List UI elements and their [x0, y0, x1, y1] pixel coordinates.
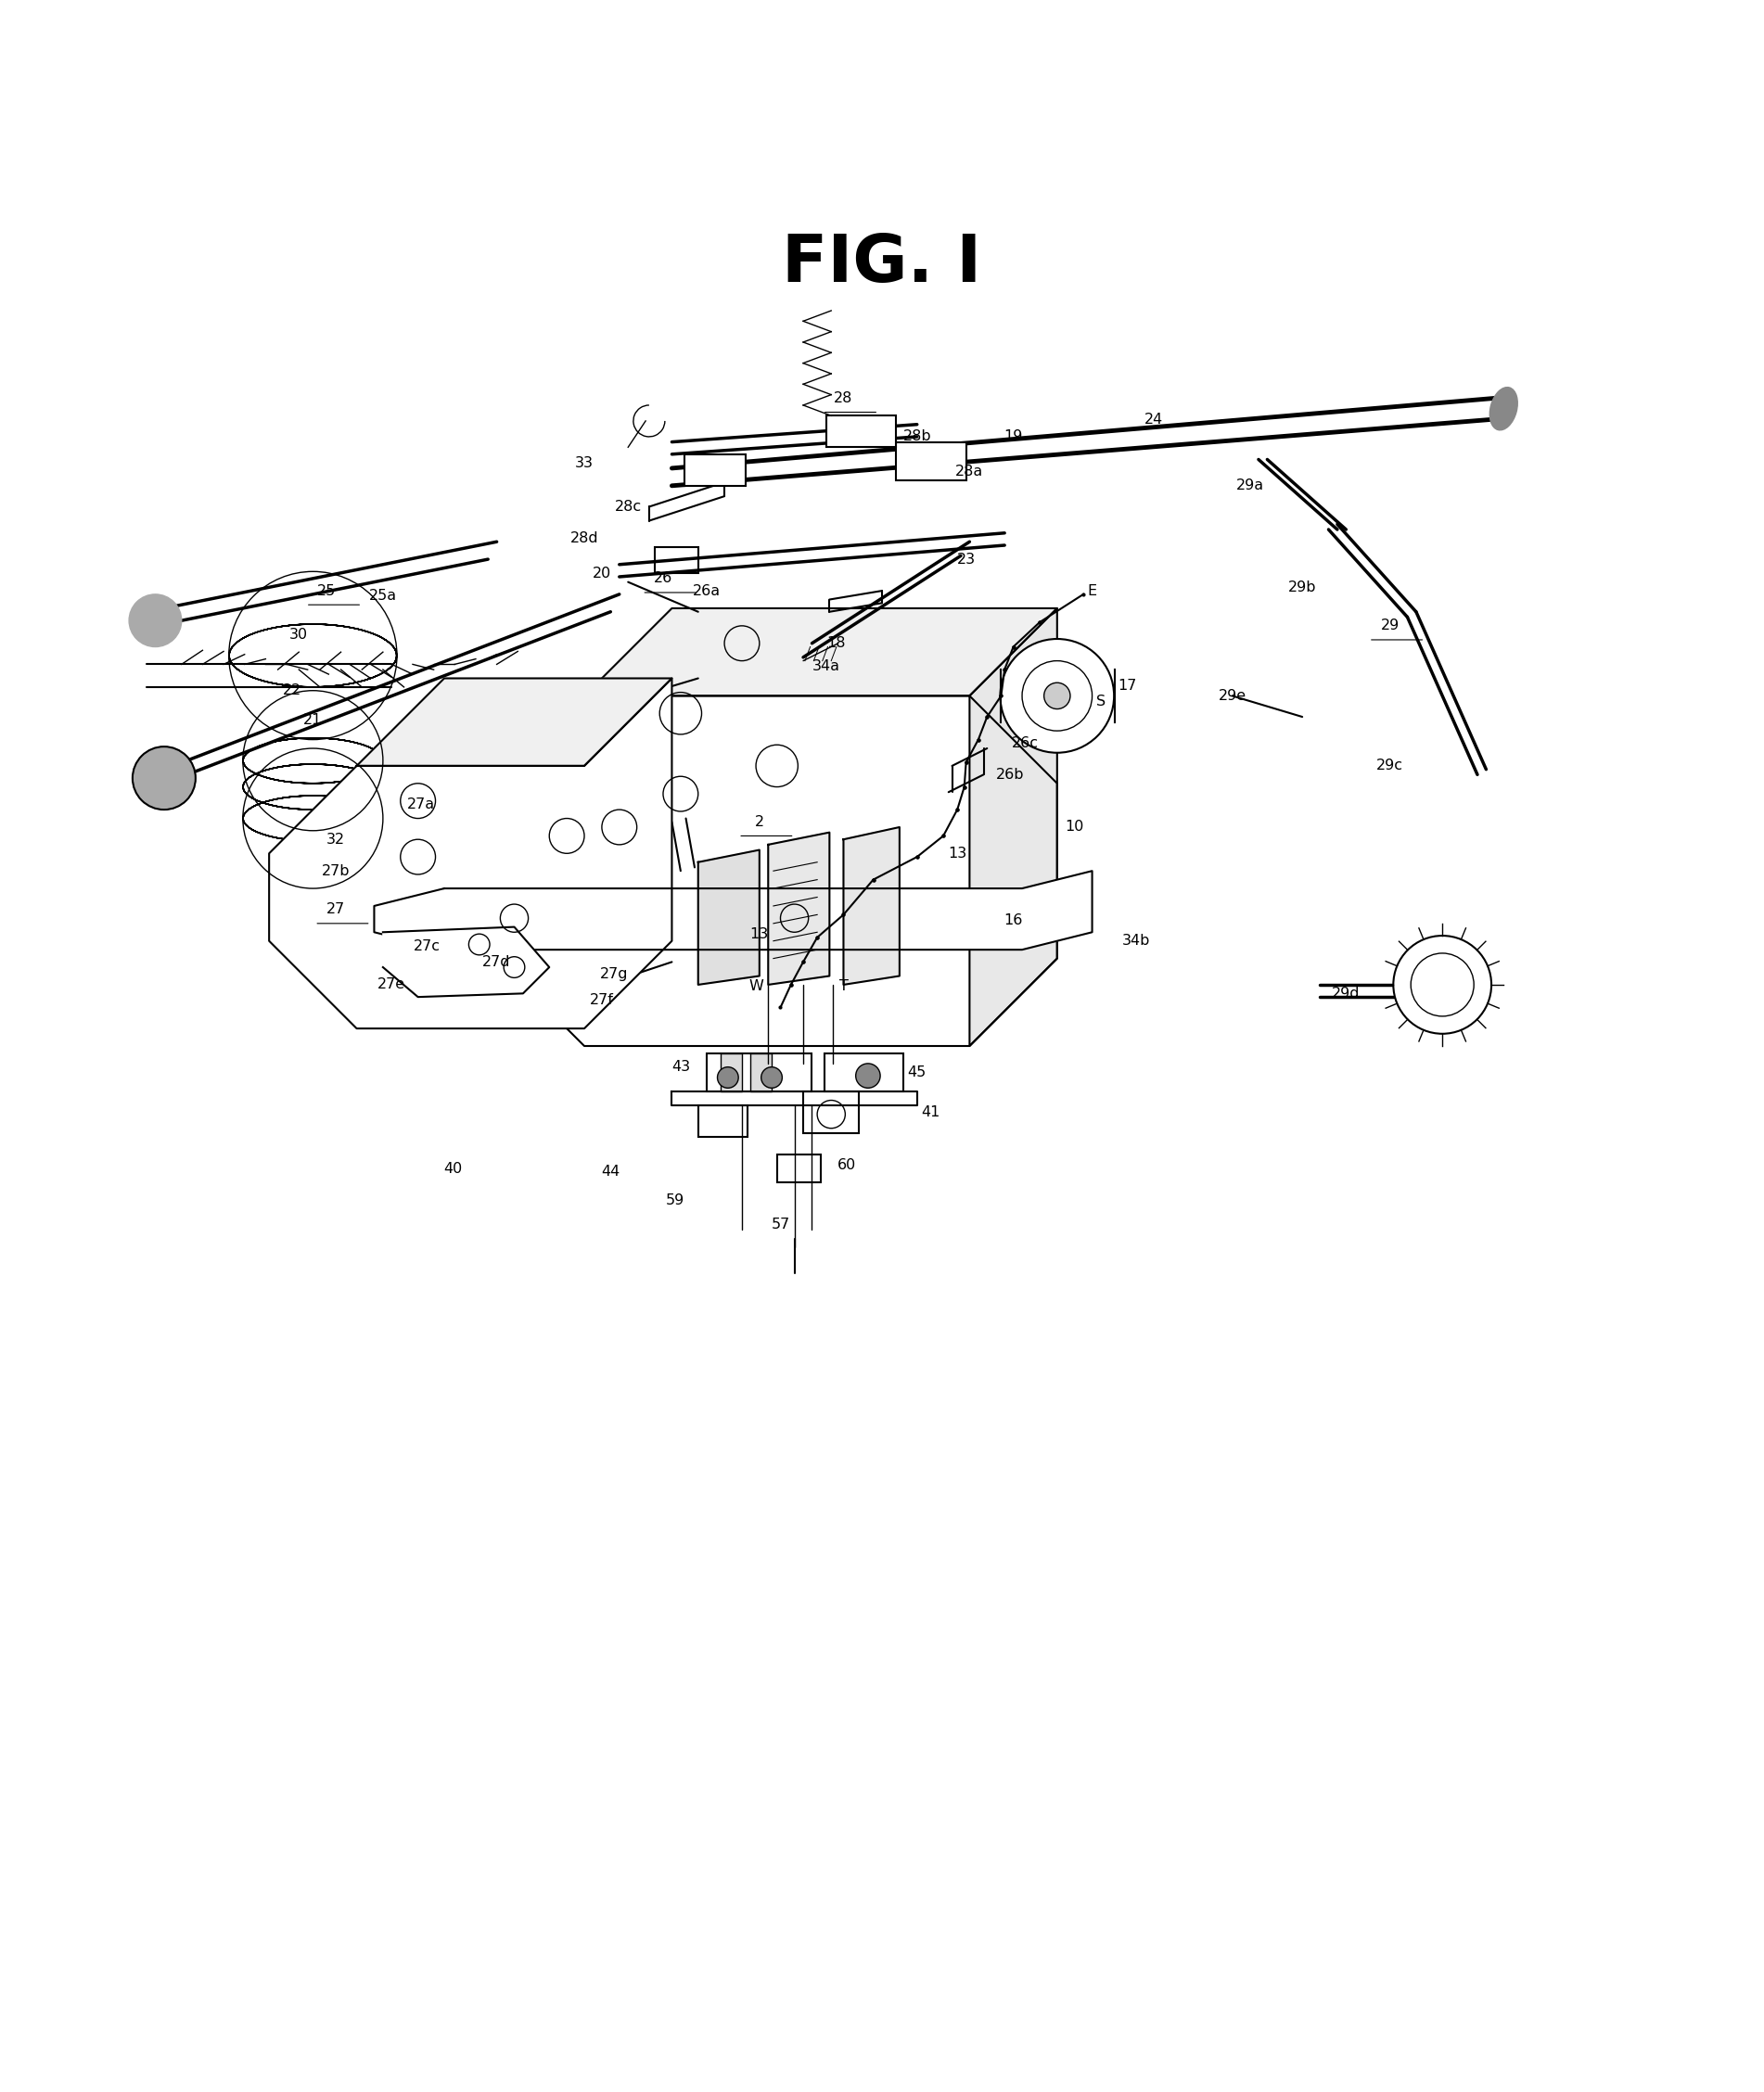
Polygon shape [584, 609, 1057, 697]
Ellipse shape [1491, 387, 1517, 431]
Text: 29b: 29b [1288, 579, 1316, 594]
Bar [699, 1105, 748, 1138]
Text: 13: 13 [947, 847, 967, 860]
Polygon shape [374, 870, 1092, 950]
Text: 10: 10 [1065, 820, 1085, 835]
Text: 25: 25 [318, 584, 337, 598]
Circle shape [1411, 954, 1475, 1017]
Text: 28: 28 [834, 391, 854, 406]
Circle shape [718, 1067, 739, 1088]
Text: 22: 22 [282, 684, 302, 697]
Polygon shape [497, 697, 1057, 1046]
Polygon shape [356, 678, 672, 766]
Text: 41: 41 [921, 1105, 940, 1119]
Text: 59: 59 [667, 1192, 684, 1207]
Bar [654, 546, 699, 573]
Text: 23: 23 [956, 552, 975, 567]
Text: 29c: 29c [1376, 759, 1404, 772]
Bar [776, 1155, 820, 1182]
Ellipse shape [1044, 682, 1071, 709]
Text: 40: 40 [443, 1161, 462, 1176]
Bar [721, 1052, 743, 1092]
Text: 28a: 28a [956, 464, 984, 479]
Text: 18: 18 [827, 636, 847, 651]
Polygon shape [767, 833, 829, 985]
Text: 27f: 27f [589, 994, 614, 1008]
Text: 24: 24 [1145, 412, 1162, 427]
Polygon shape [970, 609, 1057, 1046]
Text: 27c: 27c [413, 939, 441, 954]
Circle shape [129, 594, 182, 646]
Bar [707, 1052, 811, 1092]
Text: 16: 16 [1004, 912, 1023, 927]
Polygon shape [843, 826, 900, 985]
Text: W: W [748, 979, 764, 994]
Ellipse shape [1021, 661, 1092, 730]
Text: 26b: 26b [995, 768, 1023, 782]
Text: 27b: 27b [321, 864, 349, 879]
Bar [751, 1052, 771, 1092]
Text: 60: 60 [838, 1159, 856, 1172]
Circle shape [132, 747, 196, 810]
FancyBboxPatch shape [896, 441, 967, 481]
Text: 20: 20 [593, 567, 610, 579]
Text: 45: 45 [908, 1065, 926, 1079]
Text: FIG. I: FIG. I [781, 232, 983, 295]
Text: S: S [1095, 695, 1106, 707]
Text: 27d: 27d [483, 956, 512, 969]
Text: E: E [1087, 584, 1097, 598]
Text: 43: 43 [672, 1061, 690, 1073]
Bar [824, 1052, 903, 1092]
Text: 28b: 28b [903, 429, 931, 444]
Text: 26: 26 [654, 571, 672, 586]
Circle shape [1394, 935, 1491, 1033]
Text: 13: 13 [750, 927, 769, 941]
FancyBboxPatch shape [826, 416, 896, 448]
Text: 29d: 29d [1332, 987, 1360, 1000]
Text: 26c: 26c [1013, 736, 1039, 751]
Polygon shape [383, 927, 549, 998]
Text: 29a: 29a [1237, 479, 1263, 494]
Polygon shape [699, 849, 760, 985]
Text: 27e: 27e [377, 977, 406, 992]
Text: 34b: 34b [1122, 933, 1150, 948]
Text: 19: 19 [1004, 429, 1023, 444]
Bar [803, 1092, 859, 1134]
Text: 29: 29 [1381, 619, 1399, 632]
Text: 28c: 28c [614, 500, 642, 515]
Text: 2: 2 [755, 816, 764, 828]
Text: 27a: 27a [407, 797, 436, 812]
Text: T: T [840, 979, 848, 994]
Text: 30: 30 [289, 628, 309, 642]
Circle shape [762, 1067, 781, 1088]
Circle shape [856, 1063, 880, 1088]
Text: 34a: 34a [811, 659, 840, 674]
Text: 57: 57 [771, 1218, 790, 1232]
Text: 27g: 27g [600, 967, 628, 981]
Ellipse shape [1000, 638, 1115, 753]
Text: 44: 44 [602, 1165, 619, 1180]
Text: 25a: 25a [369, 590, 397, 602]
Text: 29e: 29e [1219, 688, 1245, 703]
Text: 32: 32 [326, 833, 346, 847]
FancyBboxPatch shape [684, 454, 746, 485]
Polygon shape [270, 678, 672, 1029]
Text: 21: 21 [303, 713, 323, 728]
Text: 26a: 26a [693, 584, 721, 598]
Text: 17: 17 [1118, 678, 1136, 692]
Text: 27: 27 [326, 902, 346, 916]
Text: 28d: 28d [570, 531, 598, 546]
Text: 33: 33 [575, 456, 593, 471]
